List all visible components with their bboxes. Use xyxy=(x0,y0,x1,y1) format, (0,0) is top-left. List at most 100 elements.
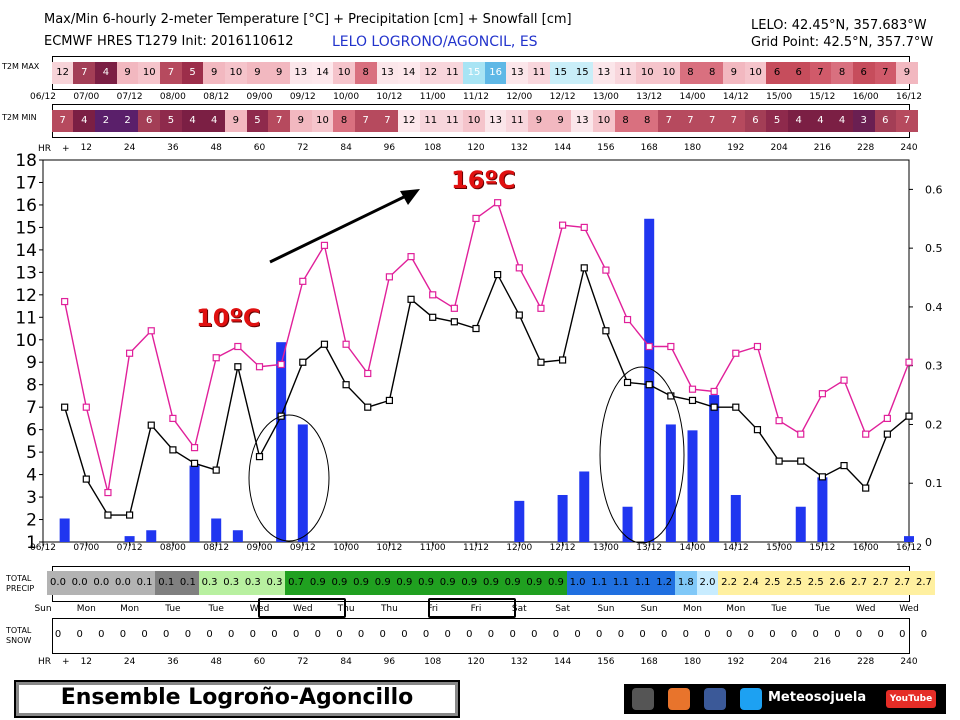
precip-bar xyxy=(709,395,720,542)
min-strip-cell: 10 xyxy=(593,110,615,132)
right-tick-label: 0.2 xyxy=(925,418,943,431)
max-strip-cell: 11 xyxy=(528,62,550,84)
date-ticks-bottom-label: 12/00 xyxy=(506,543,533,553)
min-strip-cell: 4 xyxy=(831,110,853,132)
hr-ticks-bottom-label: 132 xyxy=(510,657,528,667)
min-strip-cell: 7 xyxy=(679,110,702,132)
min-temp-point xyxy=(580,264,588,272)
precip-strip-cell: 0.0 xyxy=(90,571,113,595)
min-temp-point xyxy=(602,327,610,335)
snow-strip-cell: 0 xyxy=(357,629,365,640)
precip-strip-cell: 0.0 xyxy=(47,571,69,595)
max-temp-point xyxy=(61,297,69,306)
min-strip-cell: 11 xyxy=(441,110,464,132)
min-strip-cell: 7 xyxy=(658,110,680,132)
snow-strip-cell: 0 xyxy=(790,629,798,640)
day-highlight-fri xyxy=(428,598,516,618)
min-temp-line xyxy=(63,265,910,516)
snow-strip-cell: 0 xyxy=(899,629,906,640)
hr-ticks-top-label: 168 xyxy=(640,143,658,153)
precip-bar xyxy=(557,494,568,542)
min-strip-cell: 9 xyxy=(225,110,247,132)
date-ticks-bottom-label: 10/00 xyxy=(333,543,360,553)
left-tick-label: 6 xyxy=(26,421,37,441)
hr-ticks-bottom-label: 168 xyxy=(640,657,658,667)
min-strip-cell: 8 xyxy=(333,110,355,132)
max-strip-cell: 9 xyxy=(116,62,139,84)
highlight-ellipse-1 xyxy=(248,414,330,542)
snow-strip-cell: 0 xyxy=(704,629,711,640)
day-row-label: Mon xyxy=(120,604,140,614)
min-temp-point xyxy=(104,511,112,519)
max-temp-point xyxy=(125,349,134,357)
hr-plus-top: + xyxy=(62,144,70,154)
max-strip-cell: 9 xyxy=(246,62,269,84)
max-temp-point xyxy=(818,390,827,398)
hr-ticks-bottom-label: 24 xyxy=(123,657,136,667)
precip-bar xyxy=(514,500,525,542)
left-tick-label: 12 xyxy=(15,286,37,306)
precip-strip-cell: 1.1 xyxy=(588,571,611,595)
highlight-ellipse-2 xyxy=(599,366,685,544)
precip-strip-cell: 2.2 xyxy=(718,571,740,595)
snow-strip-cell: 0 xyxy=(487,629,495,640)
precip-bar xyxy=(687,430,698,542)
min-strip-cell: 2 xyxy=(116,110,139,132)
hr-plus-bottom: + xyxy=(62,657,70,667)
hr-ticks-top-label: 156 xyxy=(597,143,615,153)
snow-strip-cell: 0 xyxy=(119,629,127,640)
precip-strip-cell: 0.3 xyxy=(198,571,221,595)
twitter-icon[interactable] xyxy=(740,688,762,710)
snow-strip-cell: 0 xyxy=(466,629,473,640)
max-strip-cell: 15 xyxy=(571,62,594,84)
max-strip-cell: 9 xyxy=(203,62,226,84)
hr-ticks-top-label: 12 xyxy=(80,143,93,153)
hr-ticks-bottom-label: 240 xyxy=(900,657,918,667)
max-strip-cell: 13 xyxy=(593,62,615,84)
max-strip-cell: 9 xyxy=(722,62,745,84)
left-tick-label: 1 xyxy=(26,533,37,553)
max-strip-cell: 8 xyxy=(831,62,853,84)
right-tick-label: 0.3 xyxy=(925,360,943,373)
max-temp-point xyxy=(407,253,415,261)
max-strip-cell: 6 xyxy=(852,62,875,84)
min-strip-cell: 5 xyxy=(246,110,269,132)
date-ticks-bottom-label: 07/12 xyxy=(116,543,143,553)
date-ticks-bottom-label: 11/00 xyxy=(419,543,446,553)
hr-ticks-top-label: 228 xyxy=(857,143,875,153)
max-temp-point xyxy=(190,444,199,452)
snow-strip-cell: 0 xyxy=(336,629,343,640)
date-ticks-top-label: 11/00 xyxy=(419,92,446,102)
min-temp-point xyxy=(190,459,199,467)
min-strip-cell: 4 xyxy=(203,110,226,132)
precip-bar xyxy=(146,530,157,542)
max-temp-point xyxy=(472,214,480,223)
precip-strip-cell: 0.7 xyxy=(285,571,307,595)
max-strip-cell: 5 xyxy=(181,62,204,84)
blogger-icon[interactable] xyxy=(668,688,690,710)
snow-strip-cell: 0 xyxy=(531,629,538,640)
max-strip-cell: 6 xyxy=(787,62,810,84)
snow-strip-cell: 0 xyxy=(574,629,581,640)
hr-ticks-bottom: 12 24 36 48 60 72 84 96 108 120 132 144 156 168 180 192… xyxy=(0,657,960,669)
hr-ticks-bottom-label: 84 xyxy=(340,657,352,667)
min-strip-cell: 9 xyxy=(528,110,550,132)
youtube-icon[interactable]: YouTube xyxy=(886,690,936,708)
day-highlight-wed xyxy=(258,598,346,618)
left-tick-label: 3 xyxy=(26,488,37,508)
precip-strip-cell: 2.5 xyxy=(783,571,805,595)
left-tick-label: 17 xyxy=(15,173,37,193)
min-temp-point xyxy=(255,453,264,461)
precip-strip-cell: 0.1 xyxy=(155,571,178,595)
hr-ticks-bottom-label: 144 xyxy=(554,657,572,667)
min-strip-cell: 6 xyxy=(744,110,767,132)
max-temp-point xyxy=(840,376,848,384)
min-strip-cell: 7 xyxy=(376,110,399,132)
max-strip-cell: 13 xyxy=(506,62,529,84)
facebook-icon[interactable] xyxy=(704,688,726,710)
snow-strip-cell: 0 xyxy=(639,629,646,640)
date-ticks-top-label: 14/12 xyxy=(722,92,749,102)
day-row-label: Tue xyxy=(165,604,181,614)
instagram-icon[interactable] xyxy=(632,688,654,710)
day-row-label: Wed xyxy=(855,604,876,614)
